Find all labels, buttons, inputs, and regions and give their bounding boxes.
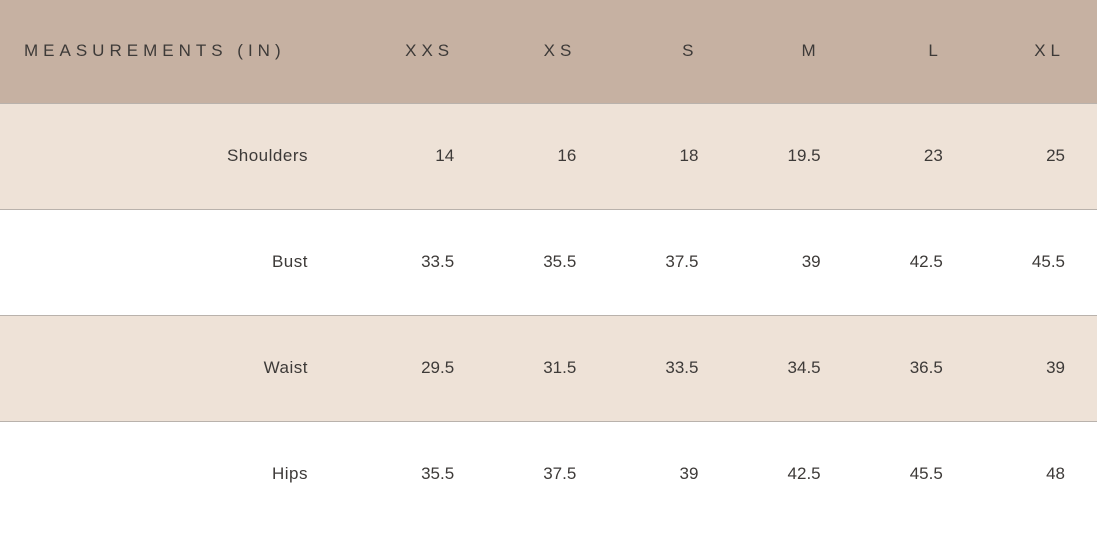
cell-value: 33.5 bbox=[608, 315, 730, 421]
cell-value: 29.5 bbox=[364, 315, 486, 421]
table-row: Shoulders14161819.52325 bbox=[0, 103, 1097, 209]
table-header-row: MEASUREMENTS (IN) XXSXSSMLXL bbox=[0, 0, 1097, 103]
table-row: Bust33.535.537.53942.545.5 bbox=[0, 209, 1097, 315]
cell-value: 37.5 bbox=[608, 209, 730, 315]
size-chart-table: MEASUREMENTS (IN) XXSXSSMLXL Shoulders14… bbox=[0, 0, 1097, 527]
column-header: XS bbox=[486, 0, 608, 103]
cell-value: 39 bbox=[608, 421, 730, 527]
cell-value: 42.5 bbox=[853, 209, 975, 315]
table-body: Shoulders14161819.52325Bust33.535.537.53… bbox=[0, 103, 1097, 527]
cell-value: 23 bbox=[853, 103, 975, 209]
cell-value: 42.5 bbox=[730, 421, 852, 527]
row-label: Bust bbox=[0, 209, 364, 315]
cell-value: 45.5 bbox=[853, 421, 975, 527]
table-row: Waist29.531.533.534.536.539 bbox=[0, 315, 1097, 421]
row-label: Shoulders bbox=[0, 103, 364, 209]
cell-value: 33.5 bbox=[364, 209, 486, 315]
column-header: M bbox=[730, 0, 852, 103]
cell-value: 35.5 bbox=[486, 209, 608, 315]
cell-value: 25 bbox=[975, 103, 1097, 209]
cell-value: 48 bbox=[975, 421, 1097, 527]
cell-value: 39 bbox=[730, 209, 852, 315]
cell-value: 36.5 bbox=[853, 315, 975, 421]
cell-value: 14 bbox=[364, 103, 486, 209]
cell-value: 18 bbox=[608, 103, 730, 209]
cell-value: 34.5 bbox=[730, 315, 852, 421]
cell-value: 45.5 bbox=[975, 209, 1097, 315]
cell-value: 19.5 bbox=[730, 103, 852, 209]
column-header: XXS bbox=[364, 0, 486, 103]
column-header: L bbox=[853, 0, 975, 103]
table-row: Hips35.537.53942.545.548 bbox=[0, 421, 1097, 527]
cell-value: 37.5 bbox=[486, 421, 608, 527]
cell-value: 35.5 bbox=[364, 421, 486, 527]
cell-value: 16 bbox=[486, 103, 608, 209]
column-header: XL bbox=[975, 0, 1097, 103]
cell-value: 31.5 bbox=[486, 315, 608, 421]
cell-value: 39 bbox=[975, 315, 1097, 421]
row-label: Waist bbox=[0, 315, 364, 421]
column-header: S bbox=[608, 0, 730, 103]
header-label: MEASUREMENTS (IN) bbox=[0, 0, 364, 103]
row-label: Hips bbox=[0, 421, 364, 527]
